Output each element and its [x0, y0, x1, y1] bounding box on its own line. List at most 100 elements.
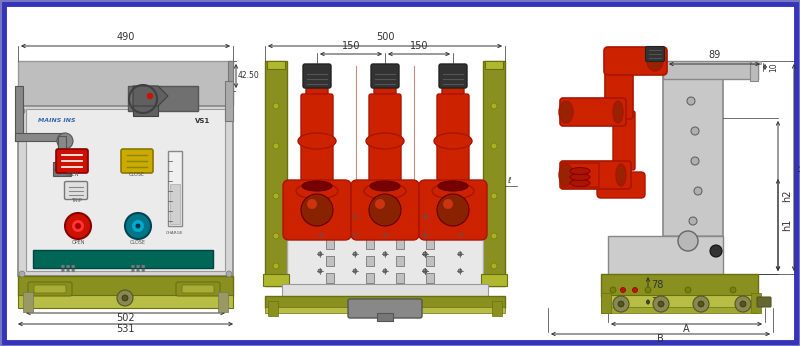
Bar: [663, 71, 723, 276]
Bar: [366, 256, 374, 266]
Bar: [492, 301, 502, 316]
FancyBboxPatch shape: [176, 282, 220, 296]
Text: 77: 77: [651, 297, 663, 307]
Ellipse shape: [432, 183, 474, 199]
FancyBboxPatch shape: [283, 180, 351, 240]
Circle shape: [618, 301, 624, 307]
Ellipse shape: [570, 167, 590, 174]
Text: CLOSE: CLOSE: [129, 172, 145, 177]
Bar: [15, 133, 65, 141]
Text: ■ ■ ■: ■ ■ ■: [61, 265, 75, 269]
Ellipse shape: [647, 51, 663, 71]
Circle shape: [633, 288, 638, 292]
Circle shape: [735, 296, 751, 312]
FancyBboxPatch shape: [604, 47, 667, 75]
Text: ■ ■ ■: ■ ■ ■: [131, 265, 145, 269]
Ellipse shape: [616, 164, 626, 186]
Circle shape: [491, 233, 497, 239]
Circle shape: [610, 287, 616, 293]
Bar: [483, 61, 505, 286]
Circle shape: [318, 252, 322, 256]
Circle shape: [307, 199, 317, 209]
Text: h1: h1: [782, 219, 792, 231]
Circle shape: [75, 223, 81, 229]
FancyBboxPatch shape: [34, 285, 66, 293]
Circle shape: [273, 193, 279, 199]
Text: OPEN: OPEN: [71, 240, 85, 245]
Circle shape: [658, 301, 664, 307]
Text: ℓ: ℓ: [507, 176, 510, 185]
Text: CHARGE: CHARGE: [166, 231, 184, 235]
Bar: [168, 151, 182, 226]
Circle shape: [423, 232, 427, 236]
Bar: [601, 293, 611, 313]
Circle shape: [273, 263, 279, 269]
Circle shape: [226, 108, 232, 114]
Circle shape: [375, 199, 385, 209]
Text: 150: 150: [410, 41, 428, 51]
Ellipse shape: [570, 180, 590, 186]
Circle shape: [423, 252, 427, 256]
Ellipse shape: [370, 181, 400, 191]
FancyBboxPatch shape: [439, 64, 467, 88]
Circle shape: [685, 287, 691, 293]
Circle shape: [740, 301, 746, 307]
Polygon shape: [663, 236, 723, 276]
Text: 78: 78: [651, 280, 663, 290]
Bar: [751, 61, 761, 64]
Ellipse shape: [366, 133, 404, 149]
Bar: [267, 61, 285, 69]
Bar: [133, 86, 158, 116]
FancyBboxPatch shape: [301, 94, 333, 193]
Circle shape: [132, 220, 144, 232]
Circle shape: [458, 252, 462, 256]
Bar: [481, 274, 507, 286]
Circle shape: [318, 232, 322, 236]
Bar: [265, 296, 505, 308]
Text: 502: 502: [116, 313, 135, 323]
Circle shape: [687, 97, 695, 105]
Bar: [18, 61, 233, 106]
Circle shape: [383, 269, 387, 273]
Circle shape: [437, 194, 469, 226]
Circle shape: [353, 214, 357, 218]
Circle shape: [226, 271, 232, 277]
Text: 500: 500: [376, 32, 394, 42]
Circle shape: [353, 232, 357, 236]
FancyBboxPatch shape: [28, 282, 72, 296]
Circle shape: [135, 224, 141, 228]
Text: 531: 531: [116, 324, 134, 334]
FancyBboxPatch shape: [369, 94, 401, 193]
Bar: [282, 284, 488, 298]
Circle shape: [443, 199, 453, 209]
Ellipse shape: [570, 173, 590, 181]
Circle shape: [678, 231, 698, 251]
Text: 150: 150: [342, 41, 360, 51]
FancyBboxPatch shape: [419, 180, 487, 240]
Circle shape: [691, 127, 699, 135]
Bar: [228, 61, 233, 81]
Circle shape: [383, 232, 387, 236]
Bar: [26, 109, 225, 271]
Bar: [485, 61, 503, 69]
Bar: [53, 169, 71, 176]
Bar: [750, 61, 758, 81]
Circle shape: [383, 214, 387, 218]
Bar: [608, 236, 723, 276]
Circle shape: [318, 269, 322, 273]
FancyBboxPatch shape: [56, 149, 88, 173]
Circle shape: [693, 296, 709, 312]
FancyBboxPatch shape: [613, 111, 635, 170]
Bar: [53, 162, 71, 169]
Bar: [377, 313, 393, 321]
Circle shape: [691, 157, 699, 165]
Circle shape: [621, 288, 626, 292]
Circle shape: [19, 108, 25, 114]
Circle shape: [369, 194, 401, 226]
Circle shape: [491, 103, 497, 109]
Circle shape: [72, 220, 84, 232]
Circle shape: [694, 187, 702, 195]
Bar: [366, 239, 374, 249]
Circle shape: [383, 252, 387, 256]
Text: 490: 490: [116, 32, 134, 42]
